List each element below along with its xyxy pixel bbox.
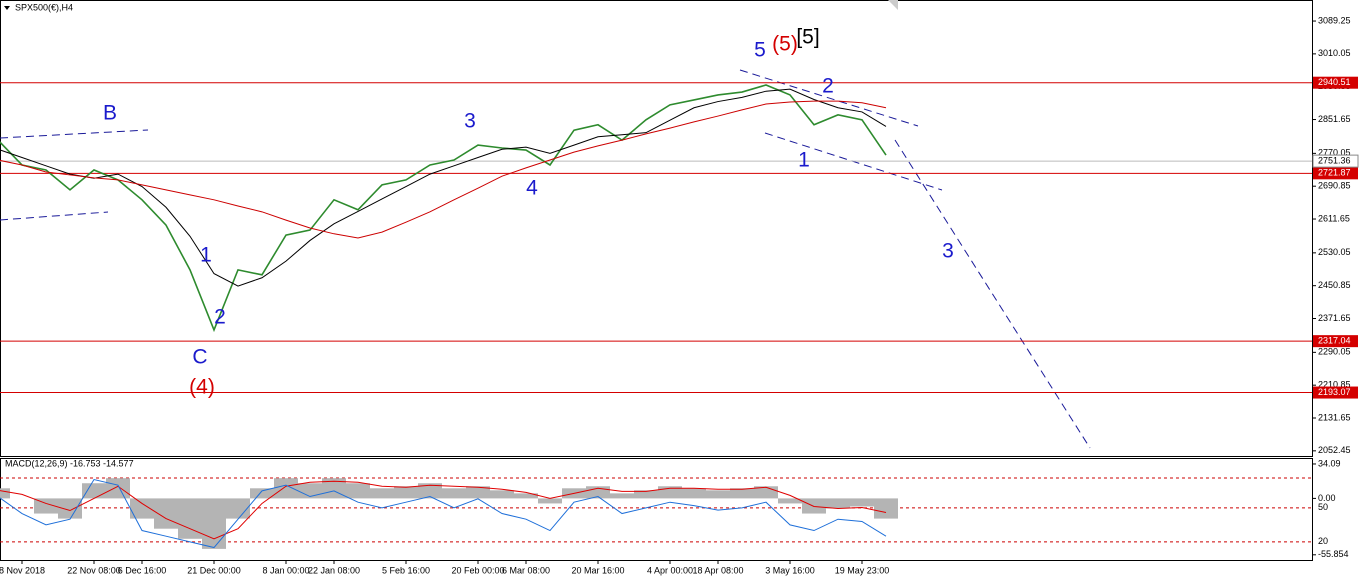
- macd-panel-frame: [0, 458, 1313, 561]
- level-label: 2721.87: [1318, 168, 1351, 178]
- level-label-box: [1313, 386, 1358, 399]
- macd-bar: [346, 483, 370, 499]
- macd-bar: [826, 498, 850, 509]
- x-tick-label: 21 Dec 00:00: [187, 565, 241, 575]
- macd-bar: [226, 498, 250, 519]
- wave-label: 4: [526, 177, 538, 200]
- macd-bar: [418, 483, 442, 499]
- level-label: 2317.04: [1318, 336, 1351, 346]
- wave-label: 2: [214, 306, 226, 329]
- macd-bar: [394, 486, 418, 499]
- trend-line: [894, 139, 1091, 449]
- x-tick-label: 20 Mar 16:00: [571, 565, 624, 575]
- macd-bar: [250, 488, 274, 499]
- macd-title: MACD(12,26,9) -16.753 -14.577: [5, 458, 134, 468]
- macd-bar: [442, 488, 466, 499]
- macd-bar: [538, 498, 562, 504]
- macd-bar: [610, 493, 634, 499]
- macd-bar: [466, 486, 490, 499]
- macd-bar: [850, 498, 874, 507]
- corner-mark: [888, 0, 898, 10]
- x-tick-label: 4 Apr 00:00: [647, 565, 693, 575]
- y-tick-label: 3010.05: [1318, 48, 1351, 58]
- macd-bar: [202, 498, 226, 549]
- x-tick-label: 22 Nov 08:00: [67, 565, 121, 575]
- level-label: 2940.51: [1318, 77, 1351, 87]
- y-tick-label: 2131.65: [1318, 412, 1351, 422]
- y-tick-label: 3089.25: [1318, 15, 1351, 25]
- macd-bar: [274, 478, 298, 499]
- macd-bar: [0, 488, 10, 499]
- macd-bar: [130, 498, 154, 519]
- price-line: [0, 84, 887, 333]
- macd-bar: [490, 490, 514, 499]
- macd-bar: [370, 488, 394, 499]
- level-label-box: [1313, 335, 1358, 348]
- y-tick-label: 2210.85: [1318, 380, 1351, 390]
- wave-label: (4): [189, 376, 215, 399]
- price-panel-frame: [0, 0, 1313, 457]
- level-label-box: [1313, 167, 1358, 180]
- wave-label: (5): [772, 33, 798, 56]
- y-tick-label: 34.09: [1318, 458, 1341, 468]
- y-tick-label: 2851.65: [1318, 114, 1351, 124]
- x-tick-label: 20 Feb 00:00: [451, 565, 504, 575]
- x-tick-label: 6 Dec 16:00: [118, 565, 167, 575]
- x-tick-label: 5 Feb 16:00: [382, 565, 430, 575]
- symbol-title: SPX500(€),H4: [15, 2, 73, 12]
- y-tick-label: 2611.65: [1318, 213, 1350, 223]
- x-tick-label: 6 Mar 08:00: [502, 565, 550, 575]
- price-line: [0, 88, 887, 287]
- macd-bar: [58, 498, 82, 519]
- macd-line: [0, 478, 887, 549]
- y-tick-label: 2290.05: [1318, 347, 1351, 357]
- wave-label: 2: [822, 75, 834, 98]
- y-tick-label: 2052.45: [1318, 445, 1351, 455]
- y-tick-label: 0.00: [1318, 493, 1336, 503]
- wave-label: 3: [942, 240, 954, 263]
- macd-bar: [706, 490, 730, 499]
- macd-bar: [682, 488, 706, 499]
- x-tick-label: 8 Nov 2018: [0, 565, 45, 575]
- x-tick-label: 18 Apr 08:00: [692, 565, 743, 575]
- x-tick-label: 22 Jan 08:00: [308, 565, 360, 575]
- trend-line: [739, 69, 919, 127]
- last-price-box: [1312, 154, 1359, 168]
- macd-bar: [874, 498, 898, 519]
- menu-arrow[interactable]: [4, 6, 10, 10]
- y-tick-label: 2690.85: [1318, 181, 1351, 191]
- x-tick-label: 8 Jan 00:00: [262, 565, 309, 575]
- level-label-box: [1313, 76, 1358, 89]
- macd-bar: [106, 478, 130, 499]
- wave-label: [5]: [796, 26, 819, 49]
- trend-line: [0, 129, 149, 139]
- price-line: [0, 100, 887, 239]
- x-tick-label: 19 May 23:00: [835, 565, 890, 575]
- wave-label: 3: [464, 110, 476, 133]
- wave-label: C: [192, 346, 207, 369]
- y-tick-label: 2450.85: [1318, 280, 1351, 290]
- last-price-label: 2751.36: [1318, 155, 1351, 165]
- y-tick-label: -55.854: [1318, 549, 1349, 559]
- y2-tick-label: 20: [1318, 536, 1328, 546]
- macd-bar: [82, 483, 106, 499]
- macd-bar: [514, 493, 538, 499]
- macd-bar: [634, 490, 658, 499]
- wave-label: 1: [798, 149, 810, 172]
- y-tick-label: 2371.65: [1318, 313, 1351, 323]
- macd-bar: [778, 498, 802, 504]
- y2-tick-label: 50: [1318, 502, 1328, 512]
- y-tick-label: 2530.05: [1318, 247, 1351, 257]
- wave-label: B: [103, 102, 117, 125]
- trend-line: [0, 211, 109, 221]
- wave-label: 1: [200, 244, 212, 267]
- macd-line: [0, 480, 887, 540]
- x-tick-label: 3 May 16:00: [765, 565, 815, 575]
- wave-label: 5: [754, 39, 766, 62]
- macd-bar: [730, 488, 754, 499]
- y-tick-label: 2770.05: [1318, 148, 1351, 158]
- macd-bar: [34, 498, 58, 514]
- level-label: 2193.07: [1318, 387, 1351, 397]
